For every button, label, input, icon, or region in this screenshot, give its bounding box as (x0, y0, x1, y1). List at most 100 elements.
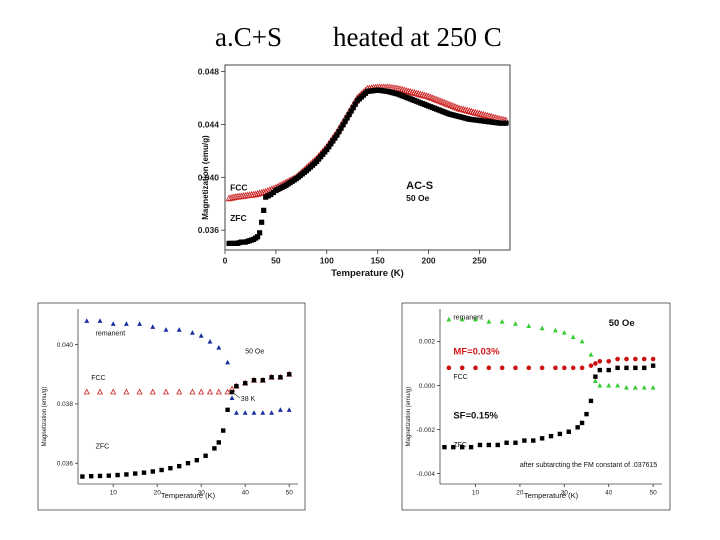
data-point-zfc (423, 102, 430, 108)
data-point-zfc (495, 442, 500, 448)
data-point-fcc (189, 388, 196, 395)
data-point-remanent (446, 316, 452, 322)
data-point-remanent (97, 318, 103, 323)
data-point-zfc (232, 240, 238, 246)
data-point-remanent (615, 382, 621, 388)
data-point-zfc (185, 460, 191, 466)
data-point-zfc (328, 141, 334, 147)
data-point-fcc (278, 180, 286, 188)
data-point-remanent (526, 323, 532, 328)
series-zfc (442, 363, 656, 450)
data-point-zfc (425, 103, 432, 109)
x-tick-label: 200 (421, 256, 435, 266)
data-point-zfc (381, 88, 387, 94)
data-point-zfc (265, 193, 271, 199)
data-point-fcc (396, 85, 404, 93)
data-point-fcc (539, 365, 545, 371)
data-point-zfc (513, 440, 518, 445)
data-point-zfc (485, 118, 491, 125)
data-point-fcc (286, 176, 294, 184)
data-point-fcc (302, 164, 310, 171)
y-tick-label: 0.036 (57, 460, 74, 467)
data-point-zfc (358, 94, 364, 100)
data-point-fcc (597, 358, 603, 364)
data-point-fcc (394, 84, 402, 92)
data-point-zfc (263, 194, 269, 200)
data-point-zfc (342, 118, 348, 124)
data-point-remanent (606, 382, 612, 388)
data-point-remanent (163, 327, 169, 332)
data-point-fcc (498, 115, 506, 123)
data-point-remanent (624, 385, 629, 390)
data-point-fcc (615, 356, 620, 362)
data-point-fcc (437, 97, 445, 105)
annotation: after subtarcting the FM constant of .03… (520, 462, 657, 469)
data-point-zfc (336, 129, 342, 135)
data-point-zfc (615, 365, 620, 371)
annotation: 38 K (241, 396, 256, 403)
data-point-zfc (251, 378, 257, 383)
data-point-zfc (194, 458, 199, 463)
data-point-zfc (133, 471, 138, 476)
data-point-fcc (239, 192, 247, 199)
x-tick-label: 40 (605, 490, 613, 497)
data-point-fcc (382, 83, 390, 91)
data-point-fcc (473, 109, 481, 117)
data-point-fcc (123, 388, 130, 395)
data-point-fcc (374, 83, 382, 91)
data-point-zfc (383, 88, 389, 94)
chart-bottom-left: 10 20 30 40 50 0.036 0.038 0.040 Temperature (K)… (37, 302, 306, 511)
data-point-fcc (250, 376, 258, 383)
data-point-fcc (445, 100, 453, 108)
data-point-fcc (304, 162, 312, 169)
data-point-zfc (257, 230, 263, 236)
data-point-remanent (216, 344, 222, 350)
data-point-fcc (459, 105, 467, 113)
data-point-fcc (268, 373, 275, 380)
data-point-remanent (513, 321, 518, 326)
data-point-zfc (254, 234, 261, 240)
data-point-fcc (339, 118, 347, 125)
data-point-zfc (283, 182, 289, 188)
y-axis-label: Magnetization (emu/g) (201, 135, 210, 220)
data-point-zfc (448, 111, 454, 118)
data-point-fcc (439, 98, 447, 106)
data-point-zfc (522, 438, 527, 443)
data-point-zfc (464, 116, 470, 122)
data-point-fcc (427, 93, 435, 101)
data-point-remanent (242, 410, 248, 415)
data-point-remanent (251, 410, 257, 415)
data-point-fcc (435, 96, 443, 104)
data-point-zfc (593, 374, 598, 379)
data-point-zfc (401, 93, 407, 100)
data-point-zfc (295, 174, 301, 180)
data-point-zfc (356, 96, 362, 102)
data-point-zfc (281, 183, 287, 189)
data-point-zfc (250, 236, 257, 243)
data-point-zfc (650, 363, 656, 368)
series-remanent (84, 318, 292, 415)
series-fcc (225, 83, 510, 202)
y-tick-label: 0.036 (198, 225, 220, 235)
data-point-zfc (150, 469, 155, 474)
data-point-zfc (168, 466, 173, 471)
data-point-zfc (493, 120, 499, 126)
data-point-zfc (277, 185, 283, 192)
data-point-zfc (478, 118, 485, 124)
data-point-zfc (320, 151, 326, 157)
data-point-zfc (97, 473, 103, 479)
data-point-zfc (452, 112, 458, 119)
data-point-fcc (333, 128, 341, 136)
data-point-fcc (562, 365, 567, 371)
data-point-remanent (277, 407, 283, 412)
data-point-zfc (242, 239, 248, 245)
data-point-zfc (236, 240, 242, 246)
data-point-zfc (307, 164, 314, 170)
data-point-fcc (259, 376, 266, 383)
data-point-zfc (501, 120, 507, 126)
data-point-fcc (233, 192, 241, 200)
data-point-fcc (290, 174, 298, 182)
data-point-remanent (150, 324, 156, 329)
data-point-fcc (228, 385, 236, 392)
data-point-zfc (460, 114, 466, 121)
